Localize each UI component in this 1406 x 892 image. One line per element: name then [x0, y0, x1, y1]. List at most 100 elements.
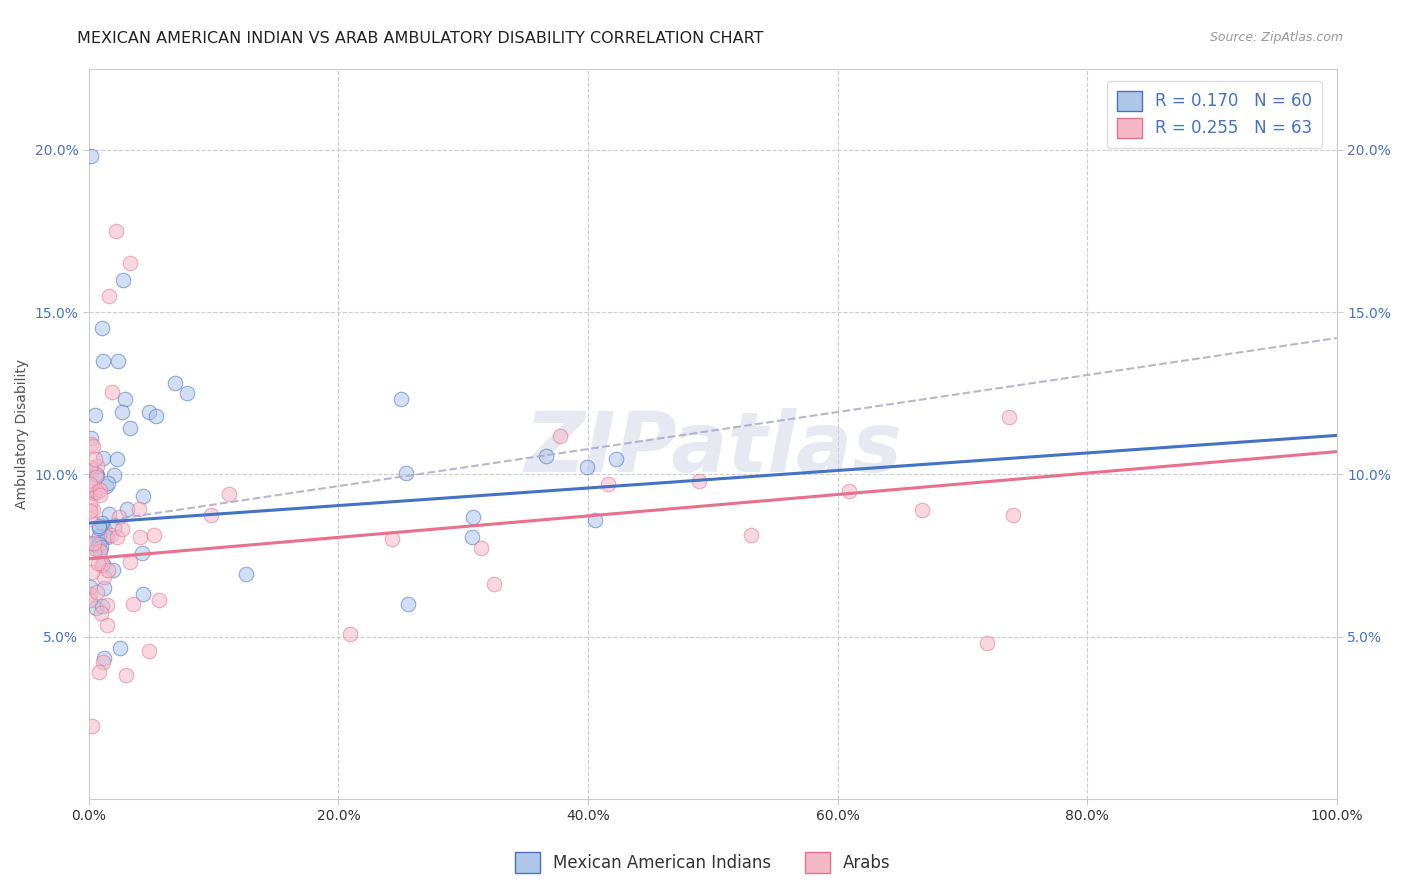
Point: [107, 509, 129, 524]
Point: [98, 507, 121, 521]
Point: [103, 467, 125, 482]
Legend: Mexican American Indians, Arabs: Mexican American Indians, Arabs: [509, 846, 897, 880]
Point: [80, 565, 103, 579]
Point: [548, 429, 571, 443]
Point: [461, 530, 484, 544]
Point: [79, 587, 101, 601]
Point: [89, 519, 111, 533]
Point: [118, 256, 141, 270]
Point: [96, 530, 118, 544]
Point: [381, 532, 404, 546]
Point: [79, 536, 101, 550]
Point: [131, 546, 153, 560]
Point: [89, 488, 111, 502]
Point: [94, 529, 117, 543]
Point: [84, 467, 107, 482]
Point: [911, 503, 934, 517]
Point: [91, 599, 114, 614]
Point: [82, 440, 104, 454]
Point: [96, 618, 118, 632]
Point: [80, 463, 103, 477]
Point: [91, 451, 114, 466]
Point: [93, 581, 115, 595]
Point: [100, 527, 122, 541]
Point: [87, 665, 110, 680]
Point: [605, 452, 627, 467]
Point: [89, 543, 111, 558]
Point: [103, 521, 125, 535]
Point: [107, 353, 129, 368]
Point: [79, 149, 101, 163]
Text: ZIPatlas: ZIPatlas: [524, 408, 901, 489]
Point: [91, 516, 114, 530]
Point: [82, 719, 104, 733]
Point: [83, 409, 105, 423]
Point: [118, 555, 141, 569]
Point: [87, 537, 110, 551]
Point: [534, 449, 557, 463]
Y-axis label: Ambulatory Disability: Ambulatory Disability: [15, 359, 30, 508]
Point: [83, 535, 105, 549]
Point: [111, 404, 134, 418]
Point: [132, 489, 155, 503]
Point: [90, 606, 112, 620]
Point: [87, 556, 110, 570]
Point: [97, 475, 120, 490]
Point: [93, 651, 115, 665]
Point: [89, 542, 111, 557]
Point: [145, 409, 167, 423]
Point: [87, 521, 110, 535]
Point: [83, 545, 105, 559]
Point: [176, 386, 198, 401]
Point: [79, 593, 101, 607]
Point: [79, 512, 101, 526]
Point: [90, 321, 112, 335]
Point: [394, 466, 416, 480]
Point: [470, 541, 492, 556]
Point: [396, 597, 419, 611]
Point: [97, 289, 120, 303]
Text: Source: ZipAtlas.com: Source: ZipAtlas.com: [1209, 31, 1343, 45]
Point: [115, 502, 138, 516]
Point: [79, 580, 101, 594]
Point: [89, 529, 111, 543]
Point: [89, 483, 111, 497]
Point: [86, 459, 108, 474]
Point: [114, 667, 136, 681]
Point: [86, 600, 108, 615]
Point: [96, 598, 118, 612]
Point: [688, 474, 710, 488]
Point: [96, 479, 118, 493]
Point: [111, 272, 134, 286]
Point: [122, 597, 145, 611]
Point: [976, 636, 998, 650]
Point: [82, 503, 104, 517]
Point: [91, 655, 114, 669]
Point: [84, 541, 107, 556]
Point: [93, 522, 115, 536]
Point: [111, 522, 134, 536]
Point: [91, 353, 114, 368]
Point: [101, 384, 124, 399]
Point: [101, 562, 124, 576]
Point: [998, 409, 1021, 424]
Point: [838, 483, 860, 498]
Point: [93, 570, 115, 584]
Point: [79, 459, 101, 474]
Point: [79, 483, 101, 498]
Text: MEXICAN AMERICAN INDIAN VS ARAB AMBULATORY DISABILITY CORRELATION CHART: MEXICAN AMERICAN INDIAN VS ARAB AMBULATO…: [77, 31, 763, 46]
Point: [575, 459, 598, 474]
Point: [114, 392, 136, 406]
Legend: R = 0.170   N = 60, R = 0.255   N = 63: R = 0.170 N = 60, R = 0.255 N = 63: [1107, 80, 1322, 148]
Point: [105, 452, 128, 467]
Point: [482, 576, 505, 591]
Point: [80, 437, 103, 451]
Point: [79, 498, 101, 512]
Point: [83, 486, 105, 500]
Point: [93, 558, 115, 572]
Point: [86, 584, 108, 599]
Point: [389, 392, 412, 407]
Point: [129, 530, 152, 544]
Point: [90, 540, 112, 554]
Point: [83, 452, 105, 467]
